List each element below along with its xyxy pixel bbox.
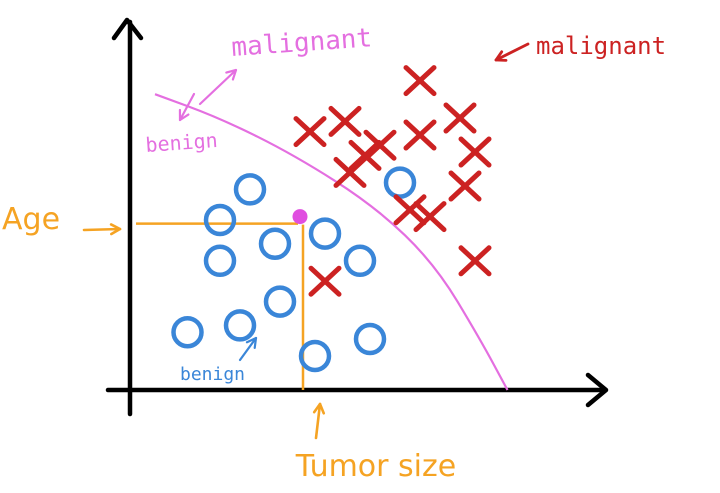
tumor-size-arrow bbox=[312, 402, 326, 440]
arrow-head bbox=[109, 223, 122, 236]
benign-point bbox=[223, 309, 257, 342]
malignant-point bbox=[448, 170, 482, 202]
x-axis-label: Tumor size bbox=[295, 449, 456, 484]
malignant-stroke bbox=[458, 245, 492, 277]
boundary-curve bbox=[154, 93, 509, 391]
arrow-head bbox=[312, 402, 326, 415]
malignant-pointer-arrow bbox=[198, 68, 238, 106]
arrow-shaft bbox=[314, 402, 322, 440]
malignant-point bbox=[293, 116, 327, 148]
benign-point bbox=[203, 203, 237, 237]
benign-point bbox=[298, 339, 332, 373]
malignant-stroke bbox=[403, 119, 437, 151]
x-axis-arrowhead bbox=[585, 372, 609, 408]
malignant-stroke bbox=[448, 170, 482, 202]
benign-class-label: benign bbox=[180, 364, 245, 385]
arrow-shaft bbox=[198, 68, 238, 106]
malignant-stroke bbox=[458, 136, 492, 168]
benign-pointer-arrow bbox=[178, 92, 196, 122]
benign-point bbox=[308, 217, 342, 250]
malignant-stroke bbox=[293, 116, 327, 148]
malignant-stroke bbox=[443, 102, 477, 134]
arrow-head bbox=[494, 50, 508, 62]
malignant-class-arrow bbox=[494, 42, 530, 62]
malignant-stroke bbox=[393, 194, 427, 226]
malignant-point bbox=[393, 194, 427, 226]
benign-point bbox=[263, 285, 297, 318]
malignant-point bbox=[403, 119, 437, 151]
benign-point bbox=[353, 322, 387, 356]
malignant-stroke bbox=[308, 265, 342, 297]
decision-boundary bbox=[154, 93, 509, 391]
benign-point bbox=[171, 315, 204, 349]
arrow-head bbox=[245, 336, 258, 350]
malignant-stroke bbox=[403, 65, 437, 97]
malignant-boundary-label: malignant bbox=[230, 23, 373, 63]
query-point bbox=[292, 209, 308, 225]
arrow-shaft bbox=[238, 336, 258, 362]
annotation-arrows bbox=[82, 42, 530, 440]
arrow-head bbox=[178, 108, 190, 122]
data-marks bbox=[171, 65, 492, 373]
benign-point bbox=[203, 244, 237, 278]
benign-point bbox=[383, 166, 417, 199]
chart-labels: Tumor size Age malignant benign malignan… bbox=[2, 23, 666, 484]
arrow-shaft bbox=[82, 227, 122, 232]
malignant-point bbox=[363, 129, 397, 161]
benign-boundary-label: benign bbox=[145, 128, 219, 157]
malignant-point bbox=[308, 265, 342, 297]
benign-point bbox=[233, 173, 267, 206]
axes bbox=[105, 17, 609, 417]
malignant-point bbox=[458, 245, 492, 277]
malignant-point bbox=[413, 201, 447, 233]
malignant-point bbox=[348, 139, 382, 171]
malignant-point bbox=[403, 65, 437, 97]
malignant-stroke bbox=[328, 105, 362, 137]
y-axis-label: Age bbox=[2, 202, 60, 237]
benign-point bbox=[343, 244, 377, 278]
malignant-point bbox=[328, 105, 362, 137]
y-axis-arrowhead bbox=[111, 17, 144, 41]
malignant-stroke bbox=[413, 201, 447, 233]
malignant-point bbox=[443, 102, 477, 134]
arrow-shaft bbox=[494, 42, 530, 62]
arrow-head bbox=[225, 68, 238, 81]
arrow-shaft bbox=[178, 92, 196, 122]
age-arrow bbox=[82, 223, 122, 236]
malignant-stroke bbox=[363, 129, 397, 161]
benign-class-arrow bbox=[238, 336, 258, 362]
malignant-class-label: malignant bbox=[536, 32, 666, 60]
benign-point bbox=[258, 227, 292, 261]
malignant-stroke bbox=[348, 139, 382, 171]
malignant-point bbox=[458, 136, 492, 168]
